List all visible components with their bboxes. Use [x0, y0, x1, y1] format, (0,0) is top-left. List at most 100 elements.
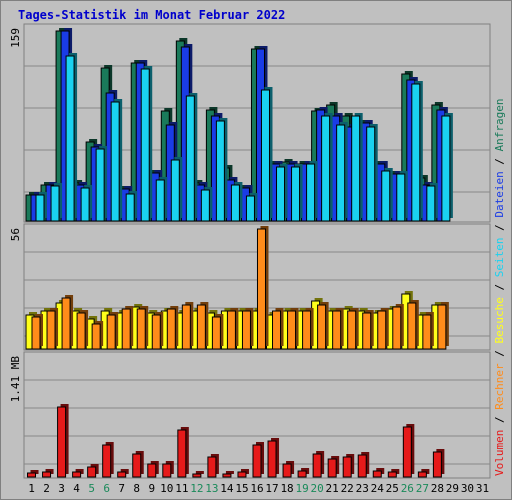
- rechner-bar-16: [256, 226, 269, 350]
- seiten-bar-10: [170, 157, 183, 222]
- rechner-bar-26: [407, 300, 419, 350]
- volumen-bar-9: [147, 461, 159, 478]
- panel-top: 159: [9, 23, 491, 223]
- rechner-bar-22: [347, 308, 359, 350]
- x-tick-17: 17: [265, 482, 278, 495]
- volumen-bar-6: [102, 442, 114, 478]
- seiten-bar-22: [351, 113, 363, 222]
- seiten-bar-17: [276, 164, 288, 222]
- seiten-bar-6: [110, 99, 123, 222]
- panel-bottom-max-label: 1.41 MB: [9, 356, 22, 403]
- rechner-bar-9: [151, 312, 164, 350]
- seiten-bar-8: [140, 66, 153, 222]
- x-tick-15: 15: [235, 482, 248, 495]
- legend-item-dateien: Dateien: [493, 171, 506, 217]
- seiten-bar-5: [95, 146, 108, 222]
- x-tick-26: 26: [401, 482, 414, 495]
- x-tick-13: 13: [205, 482, 218, 495]
- x-tick-4: 4: [73, 482, 80, 495]
- rechner-bar-19: [302, 308, 314, 350]
- legend-separator: /: [493, 218, 506, 238]
- x-tick-27: 27: [416, 482, 429, 495]
- volumen-bar-24: [372, 468, 385, 478]
- x-tick-10: 10: [160, 482, 173, 495]
- seiten-bar-3: [65, 53, 78, 222]
- x-tick-14: 14: [220, 482, 234, 495]
- series-seiten: [35, 53, 453, 222]
- volumen-bar-20: [312, 451, 325, 478]
- rechner-bar-2: [46, 308, 59, 350]
- legend-separator: /: [493, 410, 506, 430]
- panel-bottom: 1.41 MB: [9, 351, 491, 479]
- rechner-bar-13: [211, 314, 224, 350]
- legend-item-volumen: Volumen: [493, 430, 506, 476]
- legend-separator: /: [493, 151, 506, 171]
- volumen-bar-22: [342, 454, 355, 478]
- rechner-bar-3: [61, 295, 74, 350]
- volumen-bar-25: [387, 469, 400, 478]
- rechner-bar-15: [241, 308, 254, 350]
- x-tick-12: 12: [190, 482, 203, 495]
- rechner-bar-12: [196, 302, 209, 350]
- volumen-bar-1: [27, 470, 39, 478]
- panel-top-max-label: 159: [9, 28, 22, 48]
- x-tick-30: 30: [461, 482, 474, 495]
- rechner-bar-24: [377, 308, 389, 350]
- panel-middle: 56: [9, 223, 491, 351]
- rechner-bar-11: [181, 302, 194, 350]
- volumen-bar-5: [87, 464, 99, 478]
- rechner-bar-6: [106, 312, 119, 350]
- seiten-bar-9: [155, 177, 168, 222]
- volumen-bar-7: [117, 469, 129, 478]
- rechner-bar-25: [392, 304, 404, 350]
- seiten-bar-28: [441, 113, 453, 222]
- volumen-bar-12: [192, 471, 204, 478]
- rechner-bar-23: [362, 310, 374, 350]
- seiten-bar-19: [306, 161, 318, 222]
- x-tick-5: 5: [88, 482, 95, 495]
- x-tick-1: 1: [28, 482, 35, 495]
- x-tick-11: 11: [175, 482, 188, 495]
- seiten-bar-7: [125, 191, 138, 222]
- rechner-bar-4: [76, 310, 89, 350]
- legend-text: Volumen / Rechner / Besuche / Seiten / D…: [493, 98, 506, 476]
- seiten-bar-1: [35, 192, 47, 222]
- volumen-bar-15: [237, 469, 249, 478]
- volumen-bar-17: [267, 438, 280, 478]
- rechner-bar-28: [437, 302, 449, 350]
- x-tick-3: 3: [58, 482, 65, 495]
- series-volumen: [27, 404, 445, 478]
- x-tick-6: 6: [103, 482, 110, 495]
- volumen-bar-8: [132, 451, 144, 478]
- seiten-bar-15: [245, 193, 258, 222]
- seiten-bar-23: [366, 124, 378, 222]
- x-tick-25: 25: [386, 482, 399, 495]
- seiten-bar-18: [291, 164, 303, 222]
- x-tick-20: 20: [311, 482, 324, 495]
- legend-item-besuche: Besuche: [493, 297, 506, 343]
- seiten-bar-12: [200, 187, 213, 222]
- legend-separator: /: [493, 344, 506, 364]
- rechner-bar-5: [91, 321, 104, 350]
- seiten-bar-26: [411, 81, 423, 222]
- seiten-bar-24: [381, 168, 393, 222]
- seiten-bar-20: [321, 113, 333, 222]
- x-tick-8: 8: [133, 482, 140, 495]
- rechner-bar-21: [332, 308, 344, 350]
- rechner-bar-20: [317, 302, 329, 350]
- volumen-bar-2: [42, 469, 54, 478]
- volumen-bar-28: [432, 449, 445, 478]
- vertical-legend: Volumen / Rechner / Besuche / Seiten / D…: [493, 98, 506, 476]
- seiten-bar-4: [80, 185, 93, 222]
- x-tick-28: 28: [431, 482, 444, 495]
- legend-item-rechner: Rechner: [493, 363, 506, 410]
- volumen-bar-23: [357, 452, 370, 478]
- seiten-bar-13: [215, 118, 228, 222]
- volumen-bar-26: [402, 424, 415, 478]
- rechner-bar-17: [272, 308, 284, 350]
- volumen-bar-16: [252, 442, 264, 478]
- seiten-bar-27: [426, 183, 438, 222]
- volumen-bar-4: [72, 469, 84, 478]
- x-tick-16: 16: [250, 482, 263, 495]
